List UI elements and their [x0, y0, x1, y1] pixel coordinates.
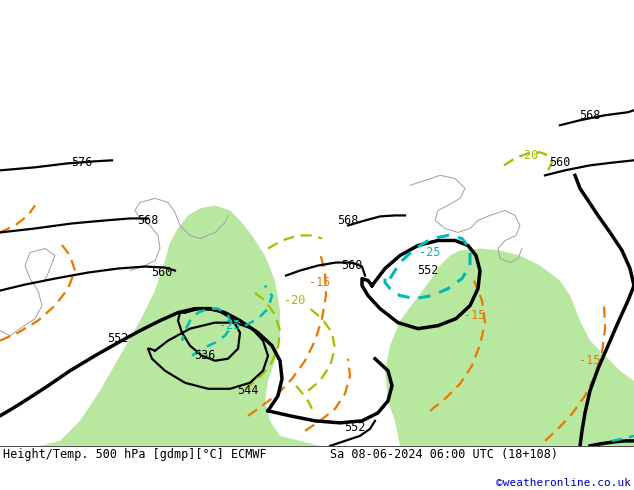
- Text: 560: 560: [152, 266, 172, 279]
- Text: -15: -15: [309, 276, 331, 289]
- Text: 576: 576: [71, 156, 93, 169]
- Text: 568: 568: [337, 214, 359, 227]
- Text: 560: 560: [341, 259, 363, 272]
- Text: -15: -15: [579, 354, 600, 367]
- Polygon shape: [193, 409, 250, 446]
- Text: -25: -25: [219, 319, 241, 332]
- Text: 568: 568: [138, 214, 158, 227]
- Text: 552: 552: [417, 264, 439, 277]
- Text: -15: -15: [464, 309, 486, 322]
- Text: Height/Temp. 500 hPa [gdmp][°C] ECMWF: Height/Temp. 500 hPa [gdmp][°C] ECMWF: [3, 447, 267, 461]
- Polygon shape: [0, 0, 634, 446]
- Text: -20: -20: [517, 149, 539, 162]
- Text: ©weatheronline.co.uk: ©weatheronline.co.uk: [496, 478, 631, 488]
- Text: -20: -20: [284, 294, 306, 307]
- Polygon shape: [468, 298, 570, 446]
- Text: 568: 568: [579, 109, 600, 122]
- Polygon shape: [600, 421, 634, 446]
- Text: -25: -25: [419, 246, 441, 259]
- Text: 536: 536: [194, 349, 216, 362]
- Text: 544: 544: [237, 384, 259, 397]
- Text: Sa 08-06-2024 06:00 UTC (18+108): Sa 08-06-2024 06:00 UTC (18+108): [330, 447, 558, 461]
- Text: 552: 552: [344, 421, 366, 434]
- Text: 552: 552: [107, 332, 129, 345]
- Text: 560: 560: [549, 156, 571, 169]
